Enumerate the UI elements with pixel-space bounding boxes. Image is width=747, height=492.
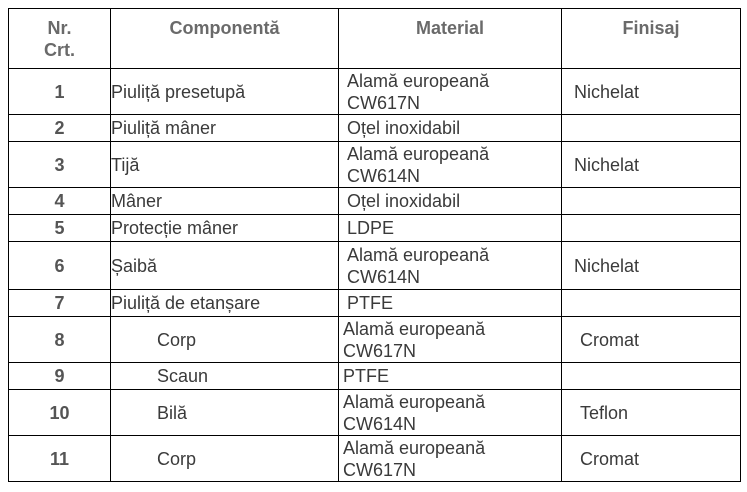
table-cell: Corp [110, 435, 339, 482]
table-cell: 4 [8, 187, 111, 215]
table-row: 9 Scaun PTFE [8, 362, 741, 390]
header-cell: Finisaj [561, 8, 741, 69]
table-row: 6 Șaibă Alamă europeană CW614N Nichelat [8, 241, 741, 290]
table-row: 8 Corp Alamă europeană CW617N Cromat [8, 316, 741, 363]
table-row: 5 Protecție mâner LDPE [8, 214, 741, 242]
table-cell: Corp [110, 316, 339, 363]
table-cell: Scaun [110, 362, 339, 390]
table-cell: Alamă europeană CW614N [338, 241, 562, 290]
table-cell: 9 [8, 362, 111, 390]
table-cell: Teflon [561, 389, 741, 436]
table-cell [561, 187, 741, 215]
table-row: 7 Piuliță de etanșare PTFE [8, 289, 741, 317]
table-cell: 5 [8, 214, 111, 242]
table-cell: PTFE [338, 362, 562, 390]
table-cell: Alamă europeană CW617N [338, 68, 562, 115]
table-cell: Oțel inoxidabil [338, 114, 562, 142]
table-row: 3 Tijă Alamă europeană CW614N Nichelat [8, 141, 741, 188]
components-table: Nr. Crt. Componentă Material Finisaj 1 Piuli… [8, 8, 741, 482]
table-row: 2 Piuliță mâner Oțel inoxidabil [8, 114, 741, 142]
table-cell: Piuliță presetupă [110, 68, 339, 115]
table-cell: Alamă europeană CW617N [338, 435, 562, 482]
table-cell: Nichelat [561, 241, 741, 290]
table-cell: 1 [8, 68, 111, 115]
table-cell: 3 [8, 141, 111, 188]
table-cell: Cromat [561, 435, 741, 482]
table-cell: Bilă [110, 389, 339, 436]
table-cell: 6 [8, 241, 111, 290]
header-row: Nr. Crt. Componentă Material Finisaj [8, 8, 741, 69]
table-row: 10 Bilă Alamă europeană CW614N Teflon [8, 389, 741, 436]
table-cell: Nichelat [561, 68, 741, 115]
table-cell: LDPE [338, 214, 562, 242]
table-cell: Piuliță mâner [110, 114, 339, 142]
table-cell: Protecție mâner [110, 214, 339, 242]
table-cell: Nichelat [561, 141, 741, 188]
table-cell: Alamă europeană CW614N [338, 389, 562, 436]
table-cell: PTFE [338, 289, 562, 317]
table-cell: Oțel inoxidabil [338, 187, 562, 215]
table-cell [561, 362, 741, 390]
table-cell: 11 [8, 435, 111, 482]
table-cell: Mâner [110, 187, 339, 215]
table-cell: 8 [8, 316, 111, 363]
table-cell: Alamă europeană CW617N [338, 316, 562, 363]
table-cell [561, 114, 741, 142]
table-cell: 7 [8, 289, 111, 317]
header-cell: Material [338, 8, 562, 69]
table-cell: Alamă europeană CW614N [338, 141, 562, 188]
table-cell: 2 [8, 114, 111, 142]
table-cell [561, 214, 741, 242]
table-cell: Șaibă [110, 241, 339, 290]
table-cell: Tijă [110, 141, 339, 188]
table-row: 1 Piuliță presetupă Alamă europeană CW617N… [8, 68, 741, 115]
header-cell: Nr. Crt. [8, 8, 111, 69]
table-cell: Piuliță de etanșare [110, 289, 339, 317]
table-row: 11 Corp Alamă europeană CW617N Cromat [8, 435, 741, 482]
table-row: 4 Mâner Oțel inoxidabil [8, 187, 741, 215]
table-cell [561, 289, 741, 317]
table-body: 1 Piuliță presetupă Alamă europeană CW617N… [8, 68, 741, 482]
table-cell: 10 [8, 389, 111, 436]
table-cell: Cromat [561, 316, 741, 363]
header-cell: Componentă [110, 8, 339, 69]
